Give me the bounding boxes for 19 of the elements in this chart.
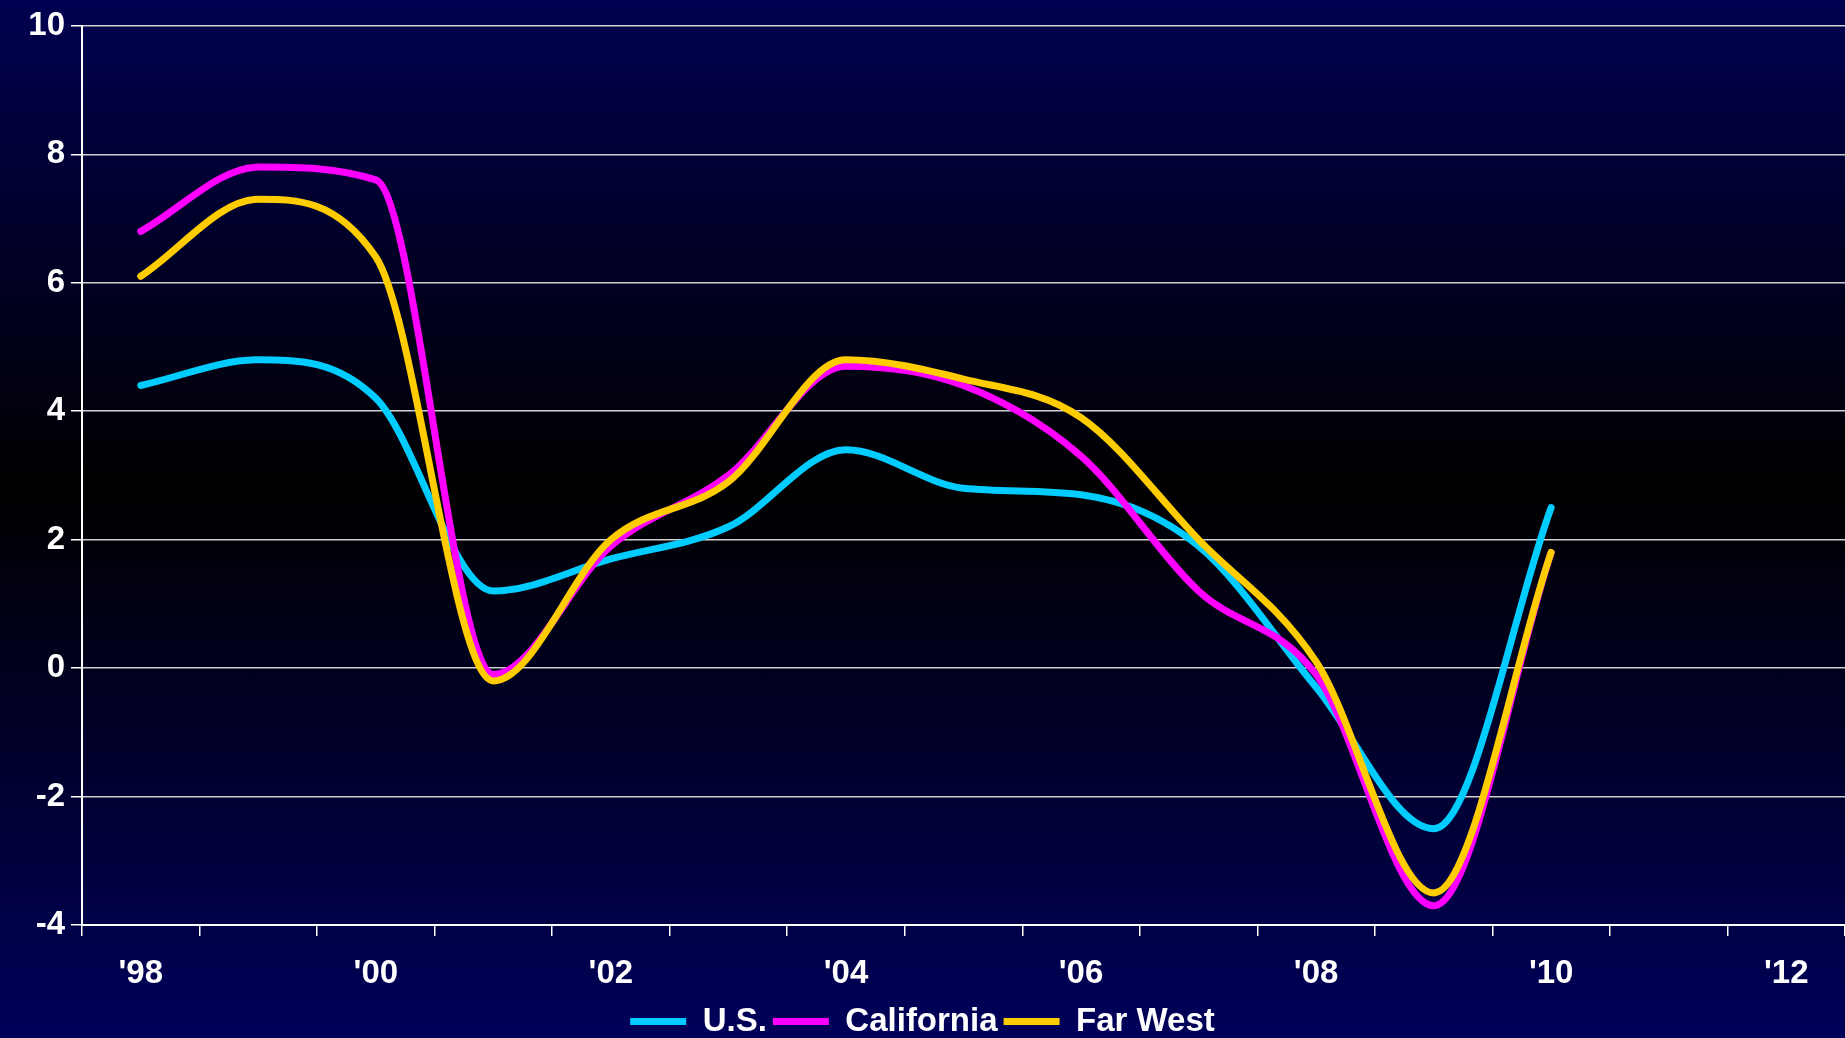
x-tick-label: '04: [823, 952, 869, 990]
x-tick-label: '00: [353, 952, 399, 990]
y-tick-label: 6: [46, 261, 65, 299]
y-tick-label: -2: [35, 775, 65, 813]
legend-label: Far West: [1076, 1000, 1215, 1038]
x-tick-label: '08: [1293, 952, 1339, 990]
y-tick-label: 0: [46, 647, 65, 685]
legend-label: California: [845, 1000, 999, 1038]
y-tick-label: 8: [46, 133, 65, 171]
y-tick-label: 4: [46, 390, 66, 428]
x-tick-label: '02: [588, 952, 634, 990]
x-tick-label: '06: [1058, 952, 1104, 990]
y-tick-label: 2: [46, 518, 65, 556]
y-tick-label: -4: [35, 904, 66, 942]
x-tick-label: '12: [1763, 952, 1809, 990]
x-tick-label: '98: [118, 952, 164, 990]
y-tick-label: 10: [28, 4, 65, 42]
legend-label: U.S.: [702, 1000, 767, 1038]
x-tick-label: '10: [1528, 952, 1574, 990]
